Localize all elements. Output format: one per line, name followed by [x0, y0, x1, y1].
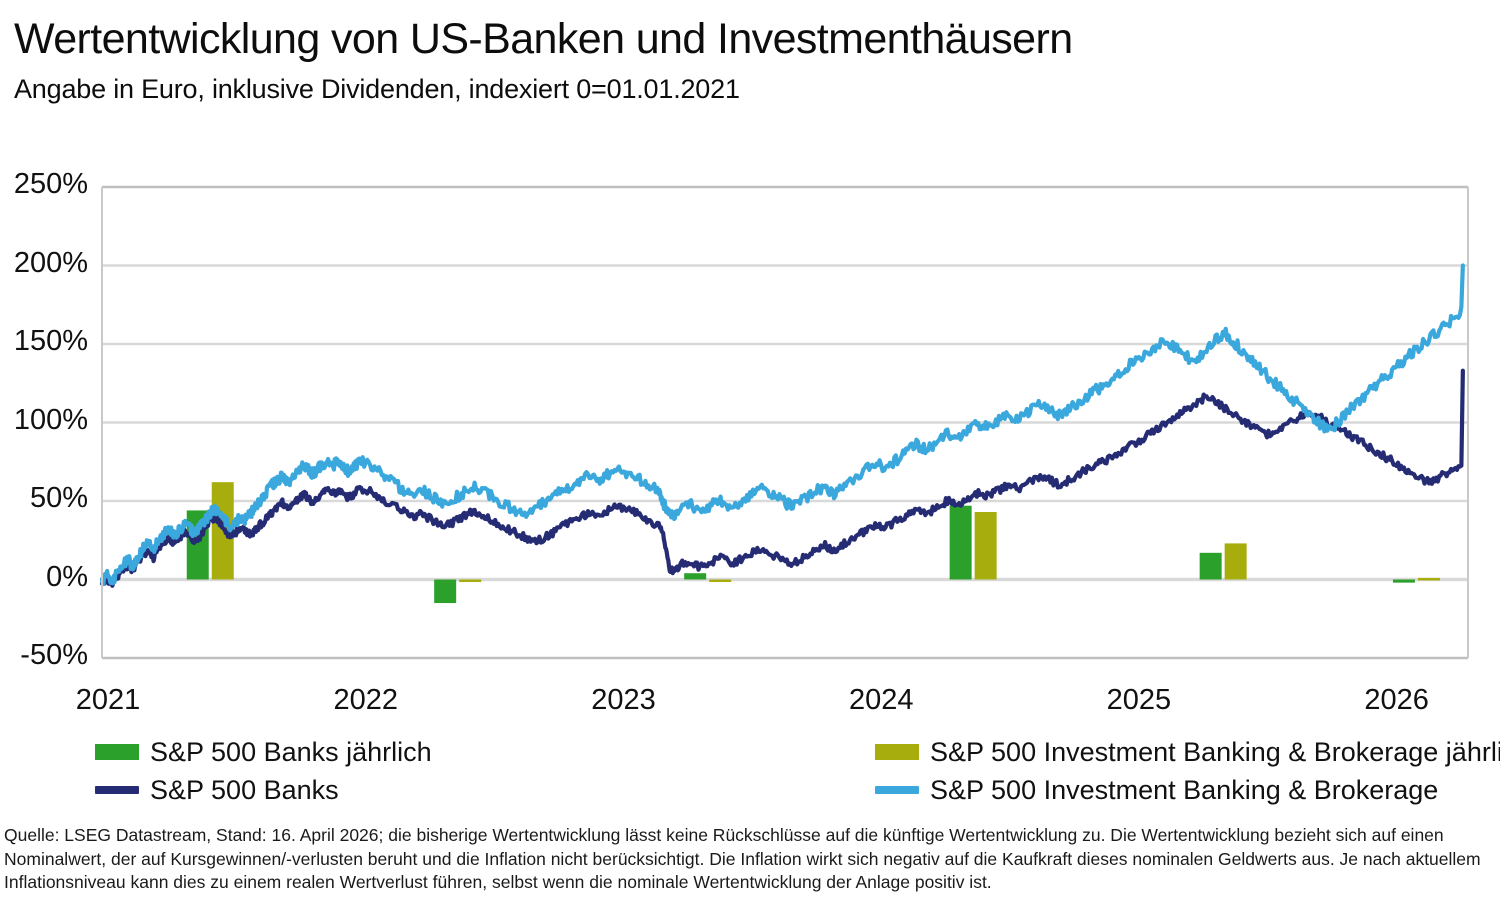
plot-frame	[101, 187, 1469, 658]
bar-ibb-2024	[974, 511, 997, 580]
line-series-banks	[99, 368, 1465, 588]
y-tick-label: 250%	[13, 168, 88, 200]
bar-banks-2025	[1199, 552, 1222, 580]
legend-swatch-bar-olive	[875, 744, 919, 760]
bar-ibb-2026	[1417, 577, 1440, 581]
bar-banks-2023	[684, 573, 707, 580]
series-lines	[99, 263, 1465, 588]
line-series-investment-banking	[99, 263, 1465, 587]
legend-swatch-bar-green	[95, 744, 139, 760]
bar-ibb-2022	[459, 579, 482, 582]
legend-label: S&P 500 Banks jährlich	[150, 737, 432, 767]
legend-swatch-line-lightblue	[875, 786, 919, 794]
source-footnote: Quelle: LSEG Datastream, Stand: 16. Apri…	[4, 825, 1481, 892]
x-tick-label: 2021	[75, 684, 141, 716]
bar-banks-2024	[949, 505, 972, 580]
y-tick-label: 200%	[13, 246, 88, 279]
bar-banks-2022	[434, 579, 457, 604]
legend-label: S&P 500 Investment Banking & Brokerage j…	[930, 737, 1500, 767]
bar-banks-2026	[1392, 579, 1415, 583]
legend-item-banks-line[interactable]: S&P 500 Banks	[95, 776, 339, 804]
legend-item-ibb-annual[interactable]: S&P 500 Investment Banking & Brokerage j…	[875, 738, 1500, 766]
bar-ibb-2025	[1224, 543, 1247, 580]
legend-item-ibb-line[interactable]: S&P 500 Investment Banking & Brokerage	[875, 776, 1438, 804]
bar-ibb-2023	[709, 579, 732, 582]
page-title: Wertentwicklung von US-Banken und Invest…	[14, 15, 1073, 63]
x-tick-label: 2026	[1364, 684, 1429, 716]
page-subtitle: Angabe in Euro, inklusive Dividenden, in…	[14, 74, 740, 104]
legend-label: S&P 500 Banks	[150, 775, 339, 805]
legend-swatch-line-navy	[95, 786, 139, 794]
y-tick-label: 150%	[13, 325, 88, 357]
y-tick-label: -50%	[20, 639, 88, 671]
legend-label: S&P 500 Investment Banking & Brokerage	[930, 775, 1439, 805]
chart-legend: S&P 500 Banks jährlich S&P 500 Banks S&P…	[0, 738, 1500, 808]
x-tick-label: 2023	[591, 684, 656, 716]
chart-plot-area: -50% 0% 50% 100% 150% 200% 250% 2021 2022 2023 20…	[0, 150, 1500, 716]
x-tick-label: 2025	[1106, 684, 1172, 716]
y-tick-label: 50%	[29, 482, 88, 514]
annual-bars	[186, 482, 1440, 604]
y-tick-label: 100%	[13, 403, 88, 436]
x-tick-label: 2024	[848, 684, 914, 716]
legend-item-banks-annual[interactable]: S&P 500 Banks jährlich	[95, 738, 432, 766]
y-tick-label: 0%	[46, 560, 88, 593]
performance-line-chart	[99, 185, 1469, 660]
x-tick-label: 2022	[333, 684, 398, 716]
gridlines	[102, 185, 1468, 660]
